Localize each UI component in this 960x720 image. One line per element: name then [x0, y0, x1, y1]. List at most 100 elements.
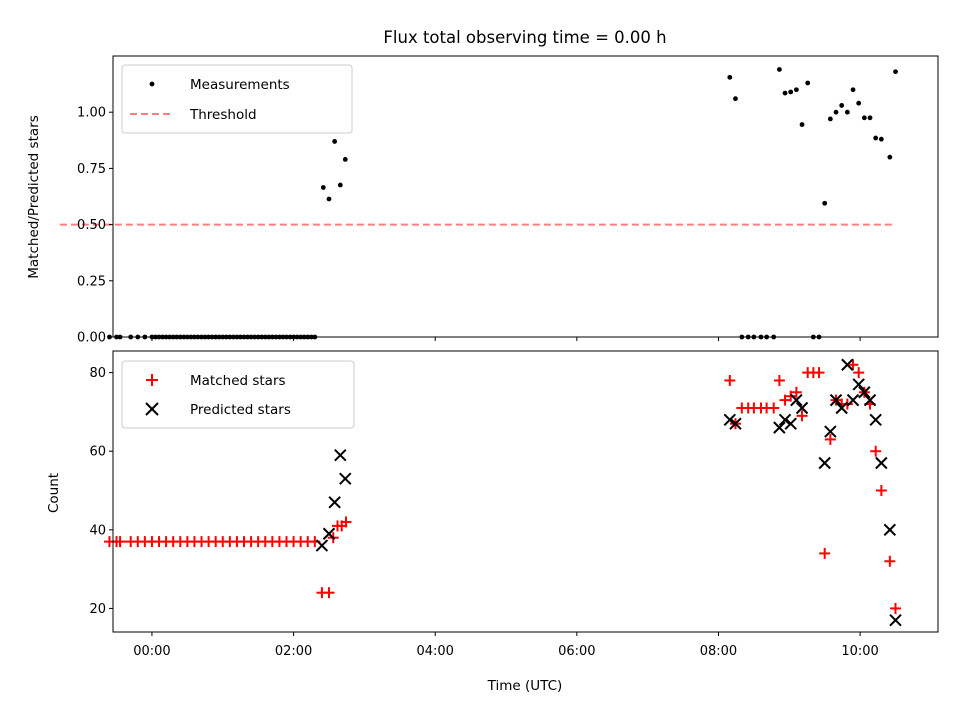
- predicted-stars-point: [841, 358, 854, 371]
- matched-stars-point: [841, 398, 853, 410]
- measurement-point: [861, 115, 867, 121]
- matched-stars-point: [819, 547, 831, 559]
- legend-measurements-label: Measurements: [190, 77, 290, 93]
- predicted-stars-point: [778, 413, 792, 426]
- measurement-point: [342, 157, 348, 162]
- predicted-stars-point: [829, 393, 843, 407]
- bottom-xtick-label: 06:00: [558, 644, 595, 659]
- bottom-ytick-label: 40: [89, 523, 106, 538]
- predicted-stars-point: [869, 413, 882, 426]
- matched-stars-point: [847, 359, 859, 371]
- top-panel: 0.00 0.25 0.50 0.75 1.00 Matched/Predicted s…: [26, 55, 939, 346]
- bottom-xtick-label: 10:00: [841, 644, 878, 659]
- measurement-point: [850, 87, 856, 93]
- matched-stars-point: [890, 602, 902, 614]
- predicted-stars-point: [835, 401, 848, 415]
- predicted-stars-point: [729, 417, 742, 430]
- matched-stars-point: [870, 445, 882, 457]
- measurement-point: [867, 115, 873, 121]
- legend-matched-marker: [146, 374, 158, 386]
- top-panel-marks: [59, 67, 898, 340]
- top-panel-ylabel: Matched/Predicted stars: [26, 115, 42, 278]
- measurement-point: [799, 122, 805, 127]
- bottom-xtick-label: 04:00: [416, 644, 453, 659]
- top-panel-frame: [112, 55, 939, 338]
- predicted-stars-point: [875, 456, 888, 470]
- bottom-panel-ylabel: Count: [46, 473, 62, 513]
- predicted-stars-point: [328, 496, 341, 509]
- top-ytick-label: 0.75: [77, 162, 106, 177]
- bottom-ytick-label: 20: [89, 602, 106, 617]
- matched-stars-point: [853, 367, 865, 379]
- measurement-point: [839, 103, 845, 108]
- measurement-point: [844, 109, 850, 115]
- bottom-panel-frame: [112, 350, 939, 633]
- matched-stars-point: [768, 402, 780, 414]
- matched-stars-point: [785, 390, 797, 402]
- bottom-xtick-label: 00:00: [133, 644, 170, 659]
- predicted-stars-point: [315, 539, 329, 552]
- measurement-point: [887, 154, 893, 160]
- measurement-point: [856, 100, 862, 106]
- measurement-point: [827, 116, 833, 122]
- legend-measurements-marker: [149, 81, 155, 87]
- bottom-xtick-label: 08:00: [700, 644, 737, 659]
- matched-stars-point: [323, 587, 335, 599]
- predicted-stars-point: [824, 425, 837, 438]
- predicted-stars-point: [784, 417, 797, 430]
- bottom-panel-xlabel: Time (UTC): [487, 678, 563, 694]
- matched-stars-point: [773, 374, 785, 386]
- top-panel-axes: 0.00 0.25 0.50 0.75 1.00: [77, 106, 861, 346]
- top-ytick-label: 1.00: [77, 106, 106, 121]
- matched-stars-point: [884, 555, 896, 567]
- matched-stars-point: [340, 516, 352, 528]
- bottom-panel-marks: [103, 358, 902, 627]
- measurement-point: [822, 200, 828, 206]
- measurement-point: [878, 136, 884, 142]
- measurement-point: [782, 90, 788, 96]
- bottom-panel: 20 40 60 80 00:00 02:00 04:00 06:00 08:00 10:00 C…: [46, 350, 939, 694]
- measurement-point: [320, 185, 326, 190]
- bottom-ytick-label: 60: [89, 445, 106, 460]
- matched-stars-point: [779, 394, 791, 406]
- matched-stars-point: [790, 386, 802, 398]
- top-panel-legend: Measurements Threshold: [121, 64, 353, 134]
- top-ytick-label: 0.50: [77, 218, 106, 233]
- measurement-point: [733, 96, 738, 102]
- top-ytick-label: 0.25: [77, 274, 106, 289]
- measurement-point: [337, 182, 343, 188]
- predicted-stars-point: [863, 393, 877, 407]
- measurement-point: [873, 135, 879, 141]
- predicted-stars-point: [773, 421, 786, 434]
- bottom-panel-legend: Matched stars Predicted stars: [121, 360, 355, 429]
- bottom-panel-axes: 20 40 60 80 00:00 02:00 04:00 06:00 08:00 10:00: [89, 366, 878, 659]
- predicted-stars-point: [889, 614, 902, 627]
- legend-matched-label: Matched stars: [190, 373, 286, 389]
- predicted-stars-point: [723, 413, 737, 426]
- measurement-point: [326, 196, 332, 202]
- bottom-xtick-label: 02:00: [275, 644, 312, 659]
- top-ytick-label: 0.00: [77, 331, 106, 346]
- legend-predicted-marker: [145, 402, 159, 416]
- matched-stars-point: [813, 367, 825, 379]
- chart-title: Flux total observing time = 0.00 h: [383, 28, 666, 47]
- legend-predicted-label: Predicted stars: [190, 402, 291, 418]
- measurement-point: [332, 139, 338, 144]
- predicted-stars-point: [334, 448, 347, 462]
- legend-box: [121, 64, 353, 134]
- measurement-point: [893, 69, 898, 75]
- predicted-stars-point: [790, 393, 803, 407]
- measurement-point: [776, 67, 782, 72]
- predicted-stars-point: [858, 386, 871, 399]
- legend-box: [121, 360, 355, 429]
- predicted-stars-point: [795, 401, 809, 415]
- matched-stars-point: [724, 374, 736, 386]
- predicted-stars-point: [818, 456, 831, 470]
- measurement-point: [793, 87, 799, 93]
- measurement-point: [805, 80, 811, 86]
- predicted-stars-point: [339, 472, 352, 485]
- measurement-point: [727, 74, 733, 80]
- matched-stars-point: [114, 536, 126, 548]
- predicted-stars-point: [852, 378, 865, 391]
- matched-stars-point: [796, 410, 808, 422]
